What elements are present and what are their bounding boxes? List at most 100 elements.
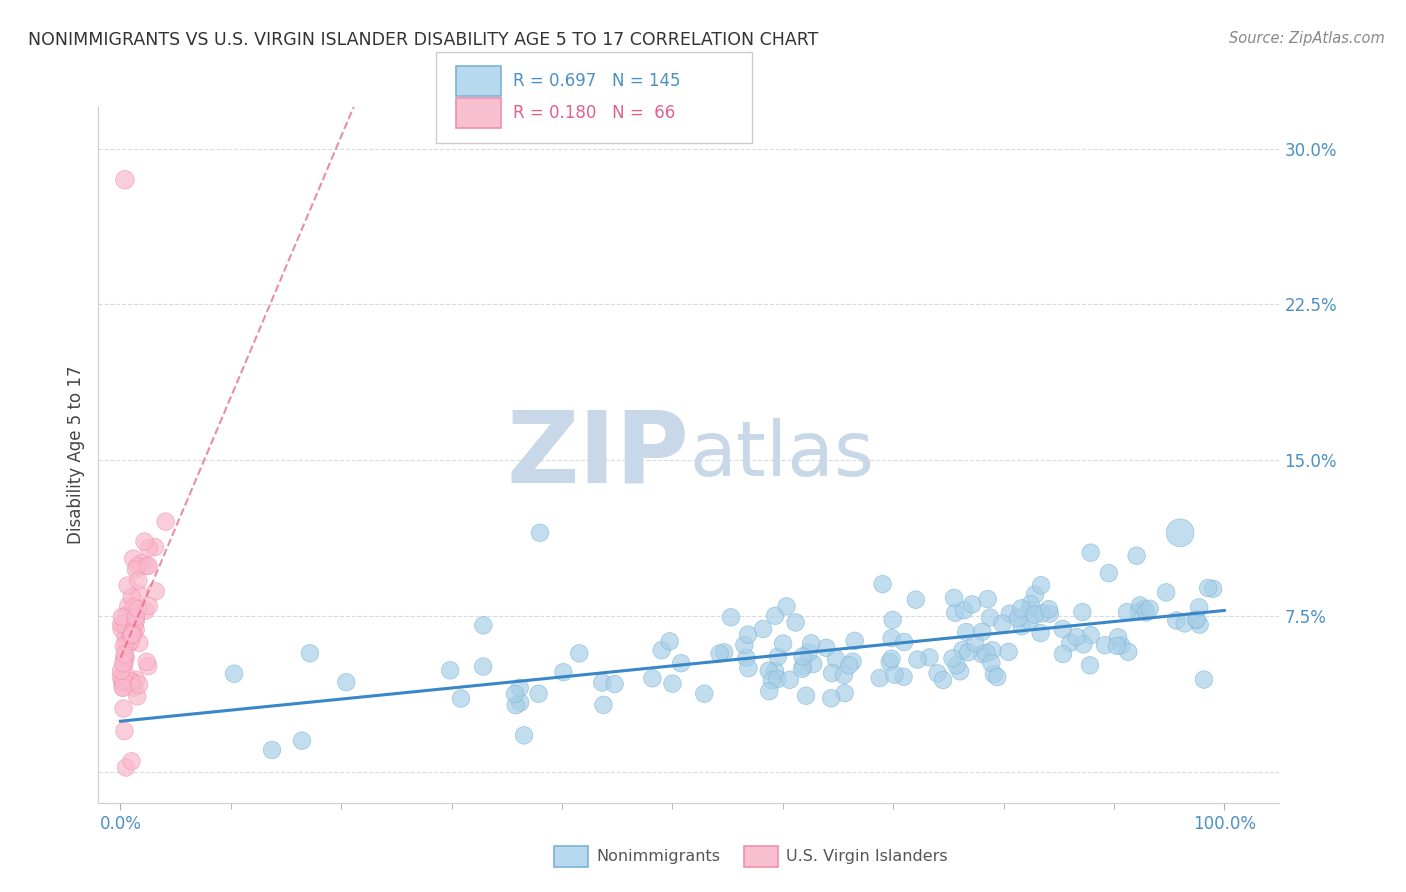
Point	[115, 636, 138, 650]
Point	[825, 652, 848, 666]
Point	[118, 674, 141, 689]
Point	[1125, 549, 1147, 563]
Point	[792, 662, 814, 676]
Point	[505, 698, 527, 713]
Point	[260, 743, 283, 757]
Point	[882, 613, 904, 627]
Point	[1135, 606, 1157, 620]
Point	[775, 599, 797, 614]
Y-axis label: Disability Age 5 to 17: Disability Age 5 to 17	[66, 366, 84, 544]
Point	[1052, 622, 1074, 636]
Point	[983, 667, 1005, 681]
Point	[527, 687, 550, 701]
Point	[957, 645, 980, 659]
Point	[1185, 612, 1208, 626]
Point	[1139, 601, 1161, 615]
Point	[661, 676, 683, 690]
Point	[127, 574, 149, 588]
Point	[111, 673, 134, 688]
Point	[832, 668, 855, 682]
Point	[112, 657, 135, 671]
Point	[1052, 647, 1074, 661]
Point	[112, 657, 135, 672]
Point	[553, 665, 575, 680]
Point	[841, 655, 863, 669]
Point	[1066, 630, 1088, 644]
Point	[450, 691, 472, 706]
Point	[1116, 605, 1139, 619]
Point	[1174, 616, 1197, 631]
Point	[1168, 525, 1191, 540]
Point	[110, 664, 132, 678]
Point	[335, 675, 357, 690]
Point	[1185, 613, 1208, 627]
Point	[709, 647, 731, 661]
Point	[834, 686, 856, 700]
Point	[111, 680, 134, 694]
Point	[713, 645, 735, 659]
Point	[110, 622, 132, 636]
Point	[112, 701, 135, 715]
Point	[815, 640, 838, 655]
Point	[1116, 645, 1139, 659]
Point	[1128, 604, 1150, 618]
Point	[117, 578, 139, 592]
Point	[758, 664, 780, 678]
Point	[752, 622, 775, 636]
Point	[927, 666, 949, 681]
Point	[291, 733, 314, 747]
Point	[138, 541, 160, 555]
Point	[122, 600, 145, 615]
Point	[893, 635, 915, 649]
Point	[941, 651, 963, 665]
Point	[801, 657, 824, 671]
Point	[125, 562, 148, 576]
Text: Nonimmigrants: Nonimmigrants	[596, 849, 720, 863]
Point	[145, 584, 167, 599]
Point	[986, 670, 1008, 684]
Point	[1071, 605, 1094, 619]
Point	[131, 557, 153, 571]
Point	[298, 646, 321, 660]
Point	[641, 671, 664, 685]
Point	[720, 610, 742, 624]
Point	[1010, 601, 1032, 615]
Point	[114, 651, 136, 665]
Point	[1019, 597, 1042, 611]
Point	[981, 643, 1004, 657]
Point	[972, 624, 994, 639]
Text: NONIMMIGRANTS VS U.S. VIRGIN ISLANDER DISABILITY AGE 5 TO 17 CORRELATION CHART: NONIMMIGRANTS VS U.S. VIRGIN ISLANDER DI…	[28, 31, 818, 49]
Point	[138, 558, 160, 573]
Point	[125, 673, 148, 687]
Point	[980, 656, 1002, 670]
Point	[591, 675, 613, 690]
Point	[904, 592, 927, 607]
Point	[128, 636, 150, 650]
Point	[155, 515, 177, 529]
Point	[991, 616, 1014, 631]
Point	[880, 651, 903, 665]
Point	[932, 673, 955, 687]
Point	[800, 636, 823, 650]
Point	[1078, 658, 1101, 673]
Point	[758, 684, 780, 698]
Point	[952, 643, 974, 657]
Point	[1080, 628, 1102, 642]
Point	[114, 617, 136, 632]
Point	[1192, 673, 1215, 687]
Point	[117, 638, 139, 652]
Point	[766, 649, 789, 664]
Text: Source: ZipAtlas.com: Source: ZipAtlas.com	[1229, 31, 1385, 46]
Point	[138, 599, 160, 614]
Point	[134, 534, 156, 549]
Point	[869, 671, 891, 685]
Point	[943, 591, 966, 605]
Point	[115, 619, 138, 633]
Point	[779, 673, 801, 687]
Point	[893, 670, 915, 684]
Point	[1094, 638, 1116, 652]
Point	[120, 628, 142, 642]
Point	[763, 664, 786, 678]
Point	[114, 724, 136, 739]
Point	[1098, 566, 1121, 581]
